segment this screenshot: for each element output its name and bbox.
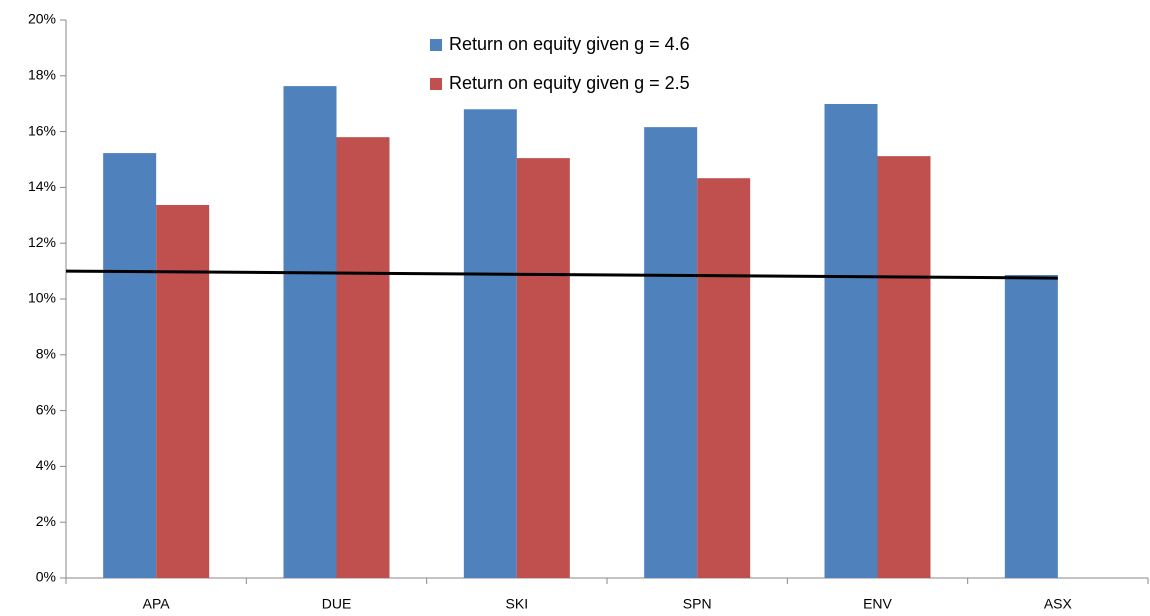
y-tick-label: 20%: [28, 11, 56, 27]
bar: [103, 153, 157, 578]
x-tick-label: SKI: [506, 596, 529, 612]
y-tick-label: 8%: [36, 346, 56, 362]
y-tick-label: 0%: [36, 569, 56, 585]
x-tick-label: ASX: [1044, 596, 1073, 612]
x-tick-label: ENV: [863, 596, 892, 612]
y-tick-label: 2%: [36, 513, 56, 529]
x-tick-label: DUE: [322, 596, 352, 612]
legend-swatch: [430, 39, 442, 51]
y-tick-label: 14%: [28, 178, 56, 194]
y-tick-label: 4%: [36, 457, 56, 473]
y-tick-label: 12%: [28, 234, 56, 250]
bar: [516, 158, 570, 579]
y-tick-label: 16%: [28, 122, 56, 138]
y-tick-label: 18%: [28, 67, 56, 83]
bar: [156, 204, 210, 579]
legend-swatch: [430, 78, 442, 90]
bar: [877, 156, 931, 579]
trend-line: [65, 269, 1058, 280]
bar: [824, 103, 878, 578]
y-tick-label: 10%: [28, 290, 56, 306]
legend-label: Return on equity given g = 4.6: [449, 34, 690, 54]
bar: [1004, 275, 1058, 578]
bar: [283, 86, 337, 579]
bar: [644, 127, 698, 579]
legend-label: Return on equity given g = 2.5: [449, 73, 690, 93]
bar: [697, 178, 751, 578]
bar: [336, 137, 390, 578]
bar: [463, 109, 517, 578]
x-tick-label: SPN: [683, 596, 712, 612]
x-tick-label: APA: [143, 596, 171, 612]
y-tick-label: 6%: [36, 401, 56, 417]
